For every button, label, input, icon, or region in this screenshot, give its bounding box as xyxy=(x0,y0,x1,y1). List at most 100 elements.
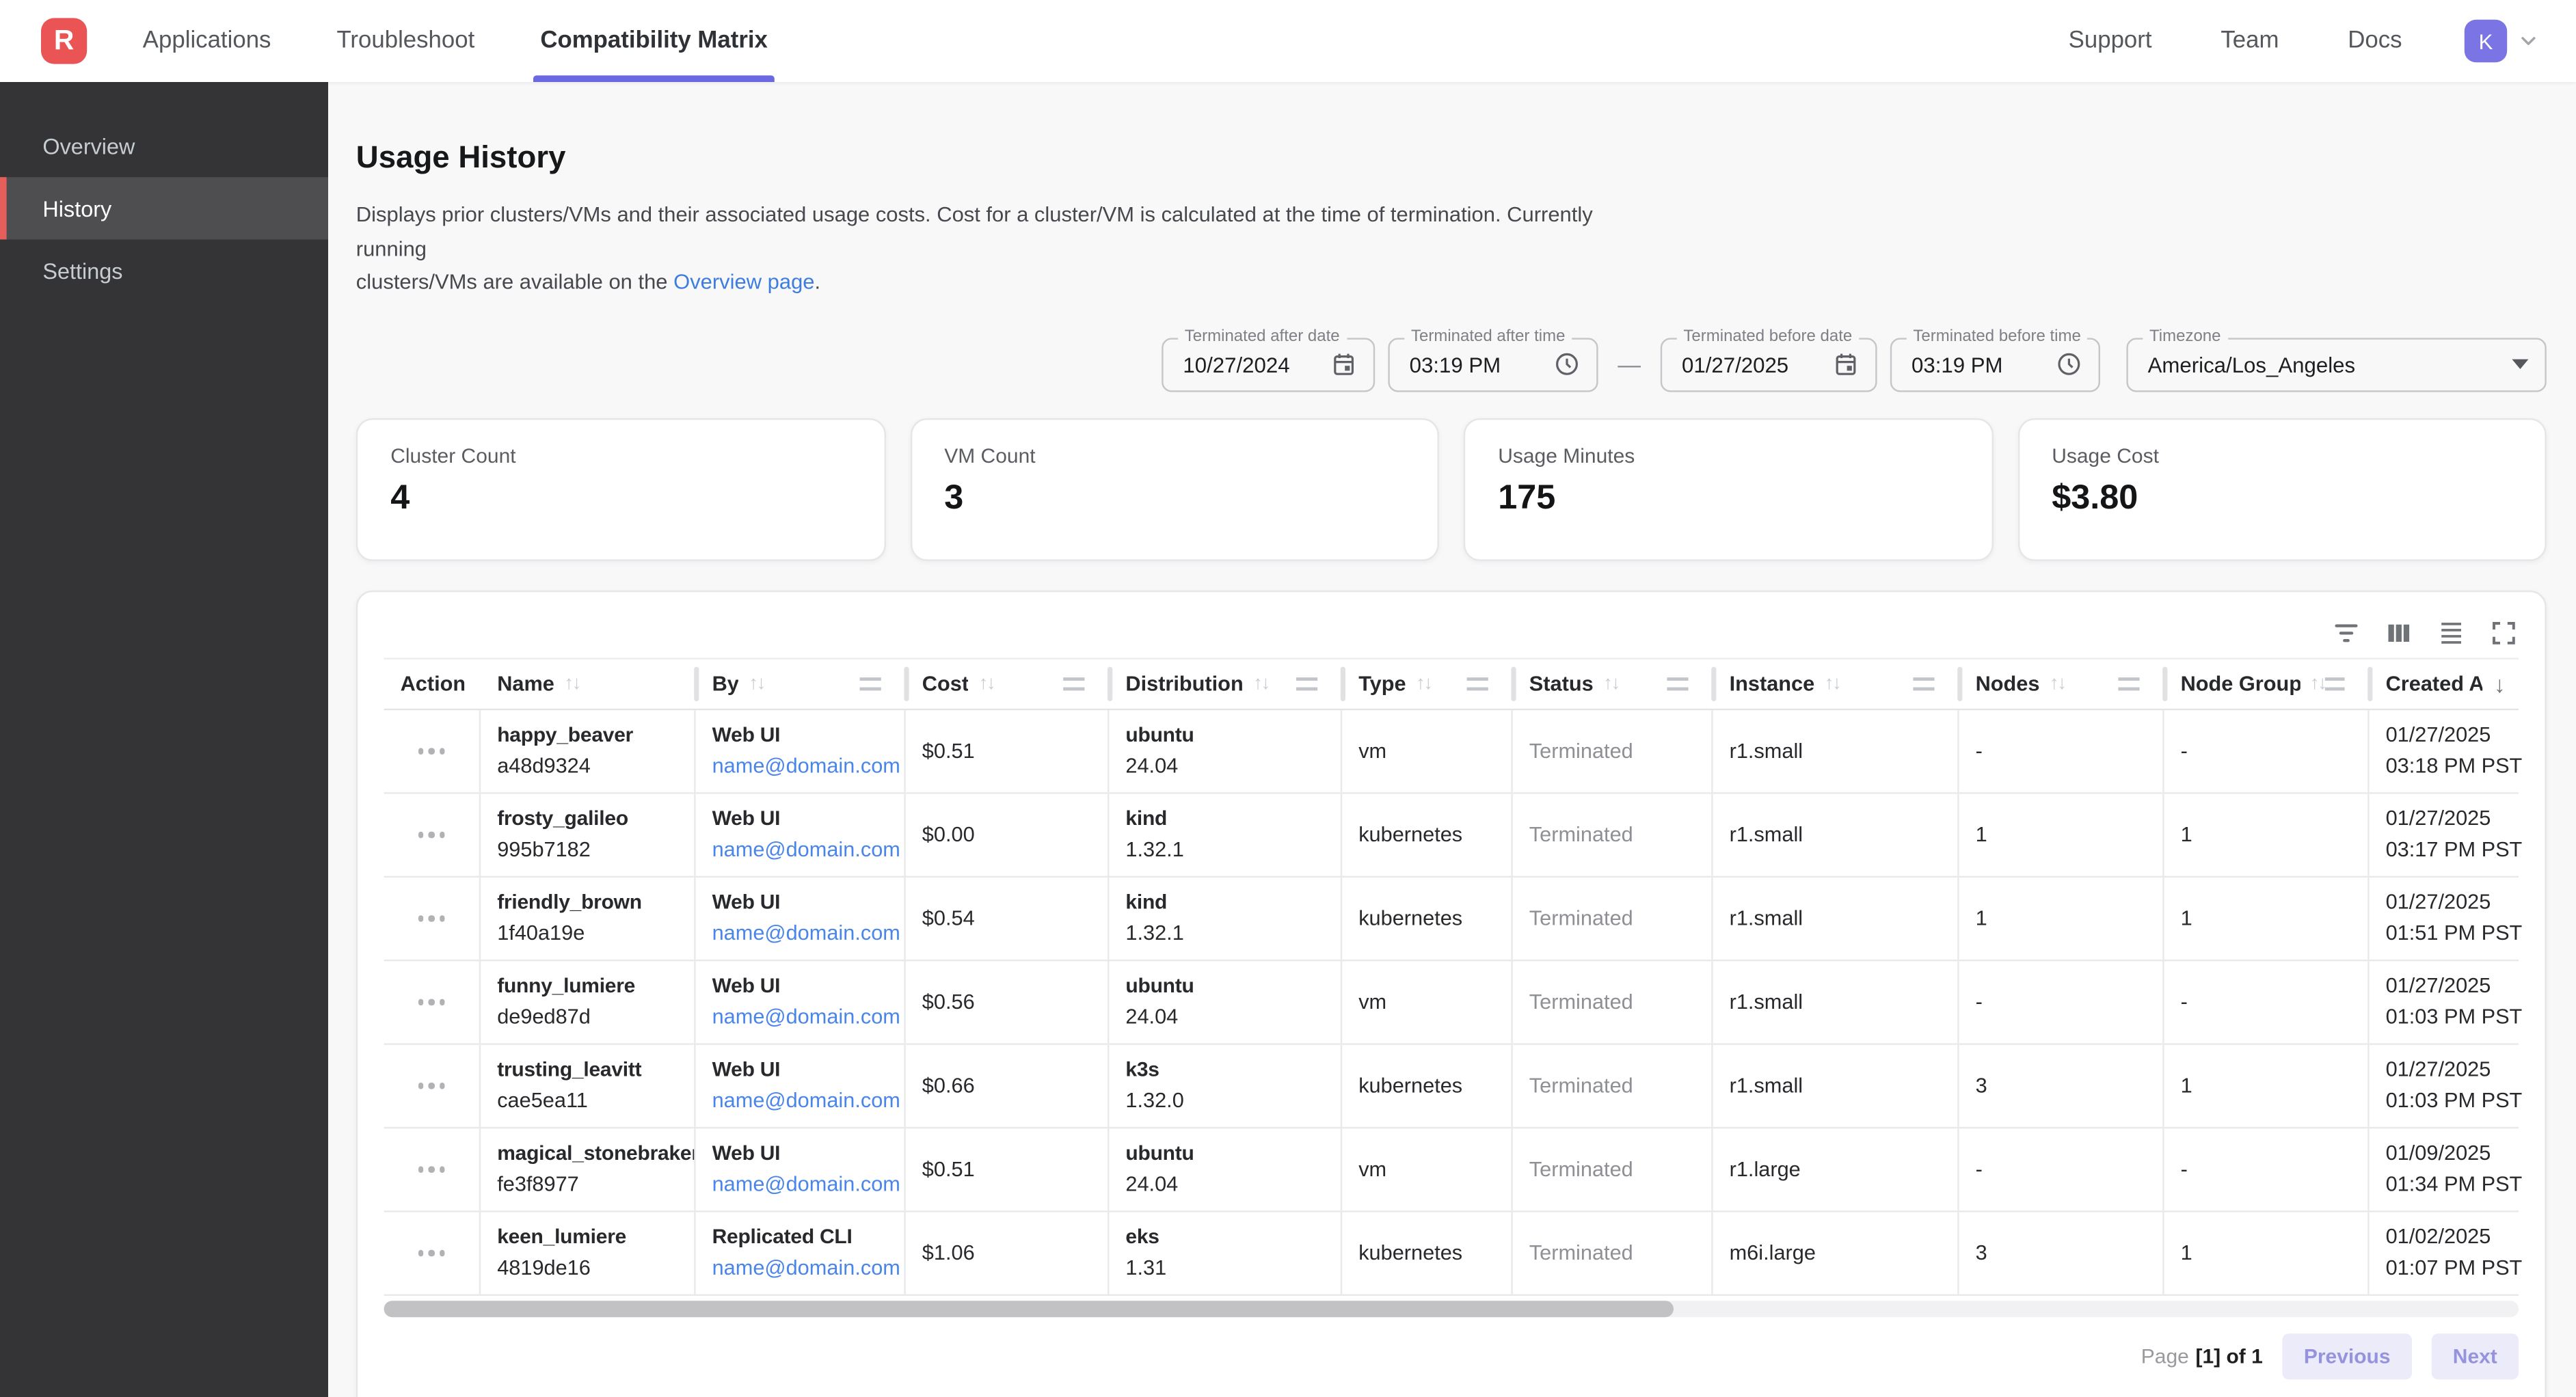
email-link[interactable]: name@domain.com xyxy=(712,920,900,945)
columns-icon[interactable] xyxy=(2384,619,2413,648)
column-separator xyxy=(2367,666,2373,701)
email-link[interactable]: name@domain.com xyxy=(712,837,900,862)
cell-distribution: ubuntu 24.04 xyxy=(1109,961,1343,1044)
brand-logo[interactable]: R xyxy=(41,18,88,64)
sort-icon: ↑↓ xyxy=(2049,674,2067,694)
fullscreen-icon[interactable] xyxy=(2489,619,2519,648)
cell-node-groups: 1 xyxy=(2164,794,2370,876)
cell-by: Web UI name@domain.com xyxy=(696,794,906,876)
email-link[interactable]: name@domain.com xyxy=(712,1004,900,1029)
column-label: Name xyxy=(497,671,554,696)
horizontal-scrollbar-track[interactable] xyxy=(384,1301,2519,1318)
ellipsis-icon xyxy=(418,1083,445,1089)
email-link[interactable]: name@domain.com xyxy=(712,753,900,778)
cell-name: friendly_brown 1f40a19e xyxy=(481,877,696,960)
column-header-name[interactable]: Name ↑↓ xyxy=(481,660,699,709)
sidebar-item-overview[interactable]: Overview xyxy=(42,133,135,159)
calendar-icon[interactable] xyxy=(1330,352,1356,378)
cell-type: kubernetes xyxy=(1342,1212,1513,1294)
row-actions-button[interactable] xyxy=(384,1128,481,1211)
sidebar-item-settings[interactable]: Settings xyxy=(42,258,123,284)
column-menu-icon[interactable] xyxy=(1296,677,1318,691)
table-body: happy_beaver a48d9324 Web UI name@domain.co… xyxy=(384,710,2522,1296)
calendar-icon[interactable] xyxy=(1833,352,1859,378)
cell-cost: $0.66 xyxy=(906,1044,1110,1127)
cell-instance: r1.small xyxy=(1713,794,1959,876)
column-header-created_at[interactable]: Created At ↓ xyxy=(2370,660,2522,709)
nav-link-support[interactable]: Support xyxy=(2068,27,2152,55)
column-header-distribution[interactable]: Distribution ↑↓ xyxy=(1109,660,1346,709)
terminated-after-date-field[interactable]: Terminated after date 10/27/2024 xyxy=(1162,327,1376,392)
cell-distribution: ubuntu 24.04 xyxy=(1109,1128,1343,1211)
column-label: Cost xyxy=(922,671,969,696)
column-header-status[interactable]: Status ↑↓ xyxy=(1513,660,1717,709)
previous-page-button[interactable]: Previous xyxy=(2282,1333,2412,1380)
cell-status: Terminated xyxy=(1513,794,1713,876)
column-menu-icon[interactable] xyxy=(2118,677,2140,691)
column-menu-icon[interactable] xyxy=(1913,677,1935,691)
overview-page-link[interactable]: Overview page xyxy=(673,269,815,295)
next-page-button[interactable]: Next xyxy=(2431,1333,2519,1380)
cell-distribution: eks 1.31 xyxy=(1109,1212,1343,1294)
column-header-nodes[interactable]: Nodes ↑↓ xyxy=(1959,660,2168,709)
cell-nodes: 1 xyxy=(1959,877,2164,960)
stat-value: 175 xyxy=(1498,478,1556,517)
column-header-instance[interactable]: Instance ↑↓ xyxy=(1713,660,1963,709)
terminated-after-time-field[interactable]: Terminated after time 03:19 PM xyxy=(1388,327,1598,392)
horizontal-scrollbar-thumb[interactable] xyxy=(384,1301,1674,1318)
cell-name: funny_lumiere de9ed87d xyxy=(481,961,696,1044)
nav-tab-troubleshoot[interactable]: Troubleshoot xyxy=(336,27,475,55)
column-menu-icon[interactable] xyxy=(2325,677,2345,691)
cell-created-at: 01/27/2025 03:17 PM PST xyxy=(2385,806,2522,863)
cell-type: vm xyxy=(1342,1128,1513,1211)
row-actions-button[interactable] xyxy=(384,710,481,793)
nav-link-team[interactable]: Team xyxy=(2221,27,2279,55)
sidebar-item-history[interactable]: History xyxy=(0,177,329,240)
cell-name: happy_beaver a48d9324 xyxy=(481,710,696,793)
nav-right: Support Team Docs K xyxy=(2062,19,2540,63)
cell-node-groups: 1 xyxy=(2164,1212,2370,1294)
stat-label: VM Count xyxy=(944,444,1036,467)
cell-created-at: 01/09/2025 01:34 PM PST xyxy=(2385,1141,2522,1197)
density-icon[interactable] xyxy=(2437,619,2466,648)
nav-tab-applications[interactable]: Applications xyxy=(142,27,271,55)
timezone-select[interactable]: Timezone America/Los_Angeles xyxy=(2126,327,2547,392)
column-menu-icon[interactable] xyxy=(859,677,881,691)
nav-link-docs[interactable]: Docs xyxy=(2348,27,2402,55)
column-menu-icon[interactable] xyxy=(1063,677,1085,691)
column-menu-icon[interactable] xyxy=(1667,677,1689,691)
ellipsis-icon xyxy=(418,1166,445,1173)
column-menu-icon[interactable] xyxy=(1466,677,1488,691)
column-header-cost[interactable]: Cost ↑↓ xyxy=(906,660,1113,709)
email-link[interactable]: name@domain.com xyxy=(712,1171,900,1197)
column-header-type[interactable]: Type ↑↓ xyxy=(1342,660,1516,709)
field-label: Terminated before time xyxy=(1906,327,2088,347)
column-separator xyxy=(1511,666,1516,701)
user-menu[interactable]: K xyxy=(2464,19,2540,63)
filter-icon[interactable] xyxy=(2331,619,2361,648)
row-actions-button[interactable] xyxy=(384,794,481,876)
email-link[interactable]: name@domain.com xyxy=(712,1087,900,1113)
column-header-by[interactable]: By ↑↓ xyxy=(696,660,909,709)
row-actions-button[interactable] xyxy=(384,877,481,960)
stat-value: $3.80 xyxy=(2052,478,2138,517)
terminated-before-date-field[interactable]: Terminated before date 01/27/2025 xyxy=(1660,327,1877,392)
email-link[interactable]: name@domain.com xyxy=(712,1255,900,1280)
cell-type: kubernetes xyxy=(1342,1044,1513,1127)
column-header-node_groups[interactable]: Node Groups ↑↓ xyxy=(2164,660,2373,709)
cell-instance: m6i.large xyxy=(1713,1212,1959,1294)
terminated-before-time-field[interactable]: Terminated before time 03:19 PM xyxy=(1890,327,2100,392)
cell-created-at: 01/27/2025 01:51 PM PST xyxy=(2385,889,2522,946)
clock-icon[interactable] xyxy=(1554,352,1580,378)
cell-status: Terminated xyxy=(1513,1128,1713,1211)
nav-tab-compatibility-matrix[interactable]: Compatibility Matrix xyxy=(533,0,775,83)
column-label: By xyxy=(712,671,739,696)
field-value: 03:19 PM xyxy=(1911,352,2003,377)
clock-icon[interactable] xyxy=(2056,352,2082,378)
cell-by: Web UI name@domain.com xyxy=(696,1128,906,1211)
row-actions-button[interactable] xyxy=(384,961,481,1044)
column-separator xyxy=(1957,666,1963,701)
row-actions-button[interactable] xyxy=(384,1212,481,1294)
row-actions-button[interactable] xyxy=(384,1044,481,1127)
